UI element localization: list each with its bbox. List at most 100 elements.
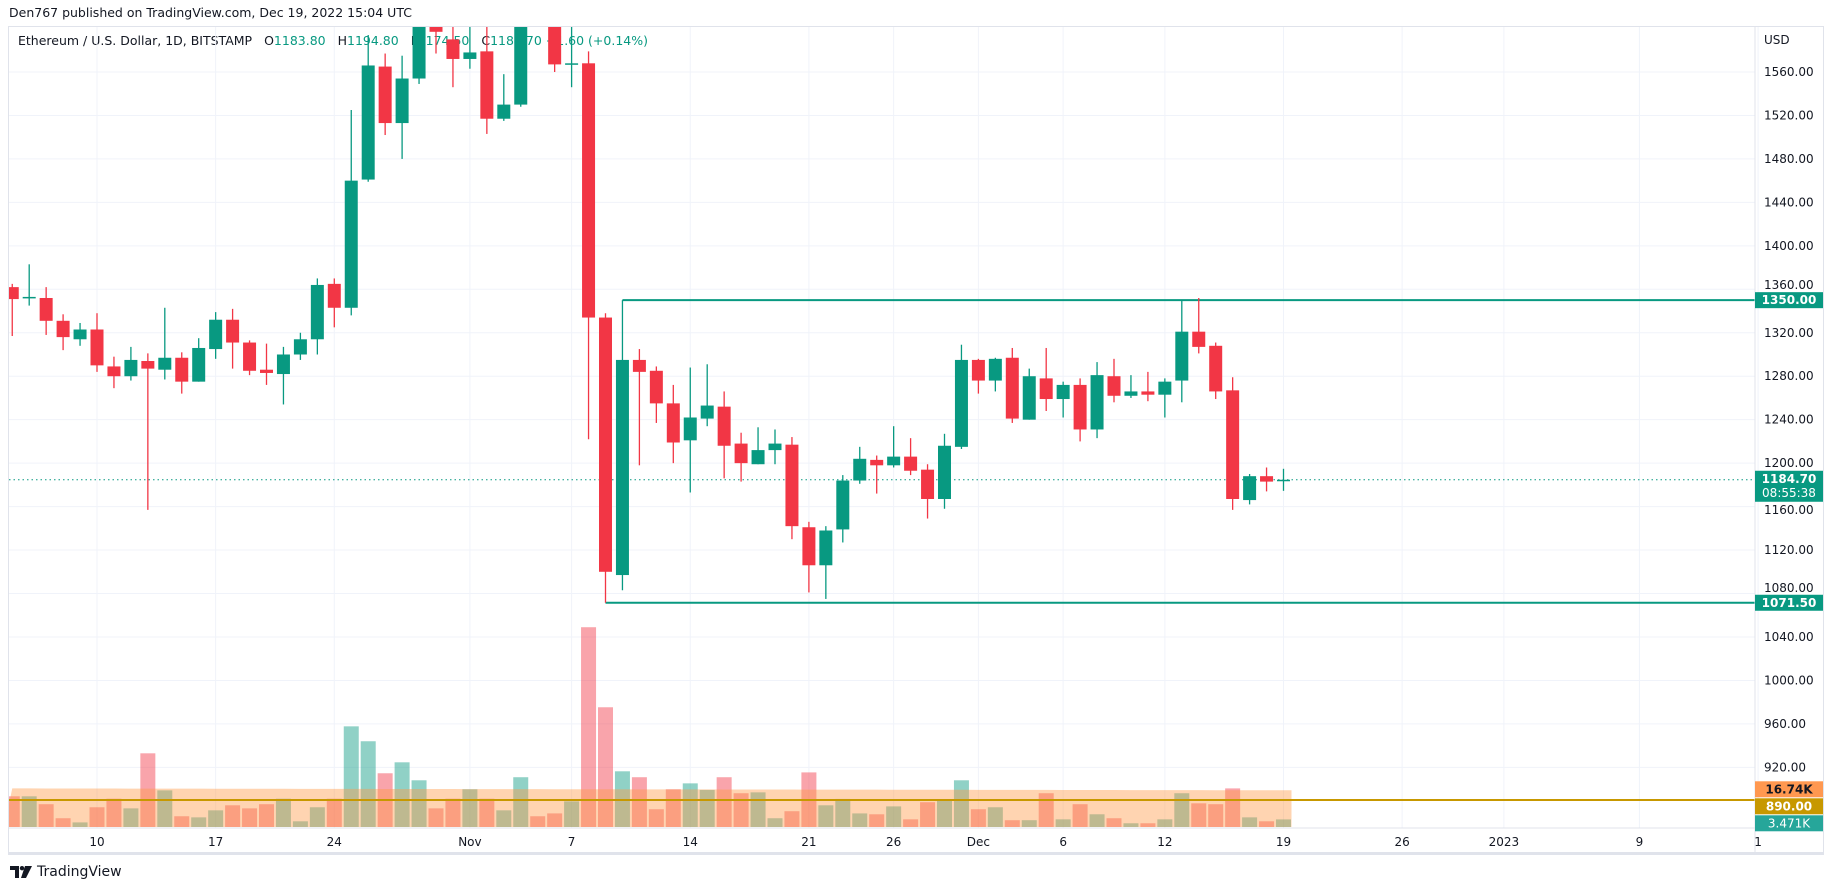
volume-bar: [326, 798, 342, 827]
level-badge: 1350.00: [1762, 293, 1817, 307]
candles: [9, 27, 1290, 603]
candle-body: [836, 480, 850, 530]
volume-bars: [9, 627, 1291, 827]
candle-body: [412, 27, 426, 79]
price-tick-label: 1040.00: [1764, 630, 1814, 644]
time-axis[interactable]: 10 17 24 Nov 7 14 21 26 Dec 6 12 19 26 2023 9 1: [89, 835, 1762, 849]
price-tick-label: 960.00: [1764, 717, 1806, 731]
candle-body: [565, 63, 579, 65]
volume-bar: [191, 817, 207, 827]
volume-bar: [428, 808, 444, 827]
volume-bar: [547, 813, 563, 827]
volume-bar: [225, 805, 241, 827]
candle-body: [1022, 376, 1036, 420]
volume-bar: [987, 807, 1003, 827]
volume-bar: [106, 798, 122, 827]
hline-badge-bg: [1755, 798, 1823, 815]
candle-body: [260, 369, 273, 373]
close-label: C: [481, 33, 491, 48]
volume-bar: [852, 813, 868, 827]
time-tick-label: 26: [886, 835, 901, 849]
price-tick-label: 1400.00: [1764, 239, 1814, 253]
candle-body: [921, 469, 935, 499]
price-tick-label: 1440.00: [1764, 195, 1814, 209]
candle-body: [785, 444, 799, 527]
candle-body: [514, 27, 528, 105]
candle-body: [446, 39, 460, 59]
volume-bar: [445, 798, 461, 827]
candle-body: [293, 339, 307, 355]
volume-bar: [886, 806, 902, 827]
horizontal-levels[interactable]: [9, 299, 1755, 801]
volume-bar: [716, 777, 732, 827]
volume-bar: [530, 816, 546, 827]
volume-bar: [462, 789, 478, 827]
candle-body: [327, 283, 341, 308]
candle-body: [1192, 331, 1206, 347]
candle-body: [734, 443, 748, 464]
time-tick-label: 1: [1754, 835, 1762, 849]
price-axis[interactable]: 1560.00 1520.00 1480.00 1440.00 1400.00 1360.…: [1764, 65, 1814, 774]
volume-bar: [72, 822, 88, 827]
time-tick-label: 14: [683, 835, 698, 849]
volume-bar: [869, 814, 885, 827]
candle-body: [39, 297, 53, 321]
candle-body: [988, 358, 1002, 381]
time-tick-label: 9: [1636, 835, 1644, 849]
volume-bar: [394, 762, 410, 827]
candle-body: [1260, 476, 1274, 482]
volume-bar: [835, 798, 851, 827]
candle-body: [1226, 390, 1240, 499]
candle-body: [1277, 479, 1290, 482]
open-label: O: [264, 33, 274, 48]
volume-bar: [598, 707, 613, 827]
volume-ma-badge: 16.74K: [1765, 782, 1813, 796]
volume-bar: [496, 810, 512, 827]
chart-frame: [8, 26, 1824, 855]
level-badge: 1071.50: [1762, 596, 1817, 610]
volume-bar: [631, 777, 647, 827]
volume-bar: [1259, 821, 1275, 827]
last-price-badge-countdown: 08:55:38: [1762, 486, 1816, 500]
candle-body: [22, 296, 36, 299]
candle-body: [90, 329, 104, 366]
volume-ma-badge-bg: [1755, 781, 1823, 798]
tradingview-logo-icon: [10, 866, 32, 878]
volume-bar: [513, 777, 529, 827]
volume-bar: [1174, 793, 1190, 827]
volume-bar: [55, 818, 71, 827]
candle-body: [107, 366, 121, 377]
volume-bar: [937, 800, 952, 827]
high-label: H: [337, 33, 348, 48]
price-tick-label: 920.00: [1764, 760, 1806, 774]
candle-body: [243, 342, 257, 371]
candle-body: [649, 370, 663, 404]
price-tick-label: 1160.00: [1764, 503, 1814, 517]
candle-body: [1107, 376, 1121, 396]
candle-body: [1141, 391, 1155, 395]
candle-body: [700, 405, 714, 419]
volume-bar: [259, 804, 274, 827]
candle-body: [1056, 384, 1070, 400]
high-value: 1194.80: [347, 33, 399, 48]
candle-body: [615, 359, 629, 576]
volume-bar: [767, 818, 783, 827]
candle-body: [802, 527, 816, 566]
volume-bar: [275, 798, 291, 827]
volume-bar: [1123, 823, 1139, 827]
volume-bar: [89, 807, 105, 827]
candle-body: [887, 456, 901, 466]
volume-bar: [682, 783, 698, 827]
candle-body: [344, 180, 358, 308]
volume-bar: [1004, 820, 1020, 827]
candle-body: [378, 66, 392, 124]
volume-bar: [1157, 819, 1173, 827]
candle-body: [548, 27, 562, 65]
time-tick-label: 7: [568, 835, 576, 849]
candle-body: [1158, 381, 1172, 395]
tradingview-footer[interactable]: TradingView: [10, 864, 122, 880]
volume-bar: [1055, 819, 1071, 827]
volume-bar: [360, 741, 376, 827]
volume-bar: [784, 811, 800, 827]
